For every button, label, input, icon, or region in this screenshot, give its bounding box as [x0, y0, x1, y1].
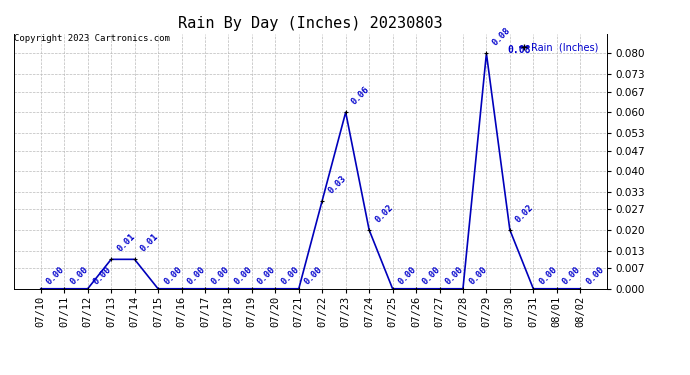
Text: 0.00: 0.00 — [467, 264, 489, 286]
Text: Copyright 2023 Cartronics.com: Copyright 2023 Cartronics.com — [14, 34, 170, 43]
Text: 0.00: 0.00 — [584, 264, 606, 286]
Text: 0.00: 0.00 — [538, 264, 559, 286]
Text: 0.00: 0.00 — [68, 264, 90, 286]
Text: 0.00: 0.00 — [233, 264, 254, 286]
Text: 0.00: 0.00 — [303, 264, 324, 286]
Text: 0.00: 0.00 — [162, 264, 184, 286]
Legend: Rain  (Inches): Rain (Inches) — [517, 39, 602, 56]
Text: 0.06: 0.06 — [350, 85, 371, 107]
Text: 0.00: 0.00 — [561, 264, 582, 286]
Text: 0.03: 0.03 — [326, 173, 348, 195]
Text: 0.01: 0.01 — [115, 232, 137, 254]
Text: 0.00: 0.00 — [397, 264, 418, 286]
Text: 0.00: 0.00 — [209, 264, 230, 286]
Text: 0.00: 0.00 — [420, 264, 442, 286]
Text: 0.00: 0.00 — [256, 264, 277, 286]
Text: 0.08: 0.08 — [507, 45, 531, 55]
Title: Rain By Day (Inches) 20230803: Rain By Day (Inches) 20230803 — [178, 16, 443, 31]
Text: 0.00: 0.00 — [279, 264, 301, 286]
Text: 0.08: 0.08 — [491, 26, 512, 48]
Text: 0.01: 0.01 — [139, 232, 160, 254]
Text: 0.00: 0.00 — [444, 264, 465, 286]
Text: 0.02: 0.02 — [373, 203, 395, 224]
Text: 0.00: 0.00 — [45, 264, 66, 286]
Text: 0.02: 0.02 — [514, 203, 535, 224]
Text: 0.00: 0.00 — [92, 264, 113, 286]
Text: 0.00: 0.00 — [186, 264, 207, 286]
